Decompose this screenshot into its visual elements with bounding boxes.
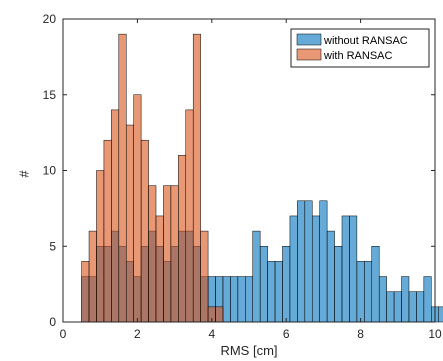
histogram-bar xyxy=(416,291,425,323)
histogram-bar xyxy=(356,261,365,323)
histogram-bar xyxy=(364,261,373,323)
x-tick-label: 6 xyxy=(283,327,290,341)
histogram-bar xyxy=(438,306,443,323)
y-tick-label: 15 xyxy=(43,88,57,102)
histogram-bar xyxy=(349,215,358,323)
y-tick-label: 10 xyxy=(43,164,57,178)
histogram-bar xyxy=(192,33,201,323)
histogram-bar xyxy=(133,94,142,323)
histogram-bar xyxy=(185,109,194,323)
y-axis-ticks: 0 5 10 15 20 xyxy=(43,12,435,329)
histogram-bar xyxy=(163,185,172,323)
legend-swatch xyxy=(296,48,322,61)
histogram-bar xyxy=(200,230,209,323)
histogram-bar xyxy=(408,291,417,323)
histogram-bar xyxy=(319,200,328,323)
y-tick-label: 0 xyxy=(49,315,56,329)
histogram-bar xyxy=(282,246,291,323)
histogram-bar xyxy=(311,215,320,323)
histogram-bar xyxy=(297,200,306,323)
x-tick-label: 2 xyxy=(134,327,141,341)
histogram-bar xyxy=(386,291,395,323)
histogram-bar xyxy=(103,139,112,323)
x-tick-label: 10 xyxy=(428,327,442,341)
histogram-bar xyxy=(111,109,120,323)
histogram-bar xyxy=(155,215,164,323)
x-axis-title: RMS [cm] xyxy=(220,343,277,358)
legend-label: with RANSAC xyxy=(323,50,393,62)
y-tick-label: 20 xyxy=(43,12,57,26)
histogram-bar xyxy=(393,291,402,323)
legend-label: without RANSAC xyxy=(323,35,408,47)
histogram-bar xyxy=(222,276,231,323)
histogram-bar xyxy=(88,230,97,323)
histogram-bar xyxy=(118,33,127,323)
histogram-bar xyxy=(125,124,134,323)
histogram-bar xyxy=(237,276,246,323)
histogram-bar xyxy=(148,185,157,323)
histogram-bar xyxy=(267,261,276,323)
histogram-bar xyxy=(289,215,298,323)
histogram-bar xyxy=(170,185,179,323)
histogram-bar xyxy=(140,139,149,323)
histogram-bar xyxy=(259,246,268,323)
bars-with-ransac xyxy=(81,33,224,323)
y-axis-title: # xyxy=(16,170,31,178)
histogram-bar xyxy=(252,230,261,323)
legend-swatch xyxy=(296,33,322,46)
x-axis-ticks: 0 2 4 6 8 10 xyxy=(60,19,442,341)
histogram-bar xyxy=(401,276,410,323)
legend: without RANSAC with RANSAC xyxy=(290,28,430,68)
histogram-bar xyxy=(96,170,105,323)
histogram-bar xyxy=(230,276,239,323)
histogram-bar xyxy=(341,215,350,323)
x-tick-label: 8 xyxy=(357,327,364,341)
histogram-bar xyxy=(81,261,90,323)
histogram-bar xyxy=(378,276,387,323)
histogram-bar xyxy=(304,200,313,323)
histogram-bar xyxy=(178,155,187,323)
histogram-bar xyxy=(215,306,224,323)
y-tick-label: 5 xyxy=(49,239,56,253)
histogram-bar xyxy=(371,246,380,323)
histogram-bar xyxy=(274,261,283,323)
x-tick-label: 0 xyxy=(60,327,67,341)
histogram-bar xyxy=(423,276,432,323)
histogram-bar xyxy=(334,246,343,323)
histogram-bar xyxy=(326,230,335,323)
histogram-bar xyxy=(245,276,253,323)
x-tick-label: 4 xyxy=(208,327,215,341)
